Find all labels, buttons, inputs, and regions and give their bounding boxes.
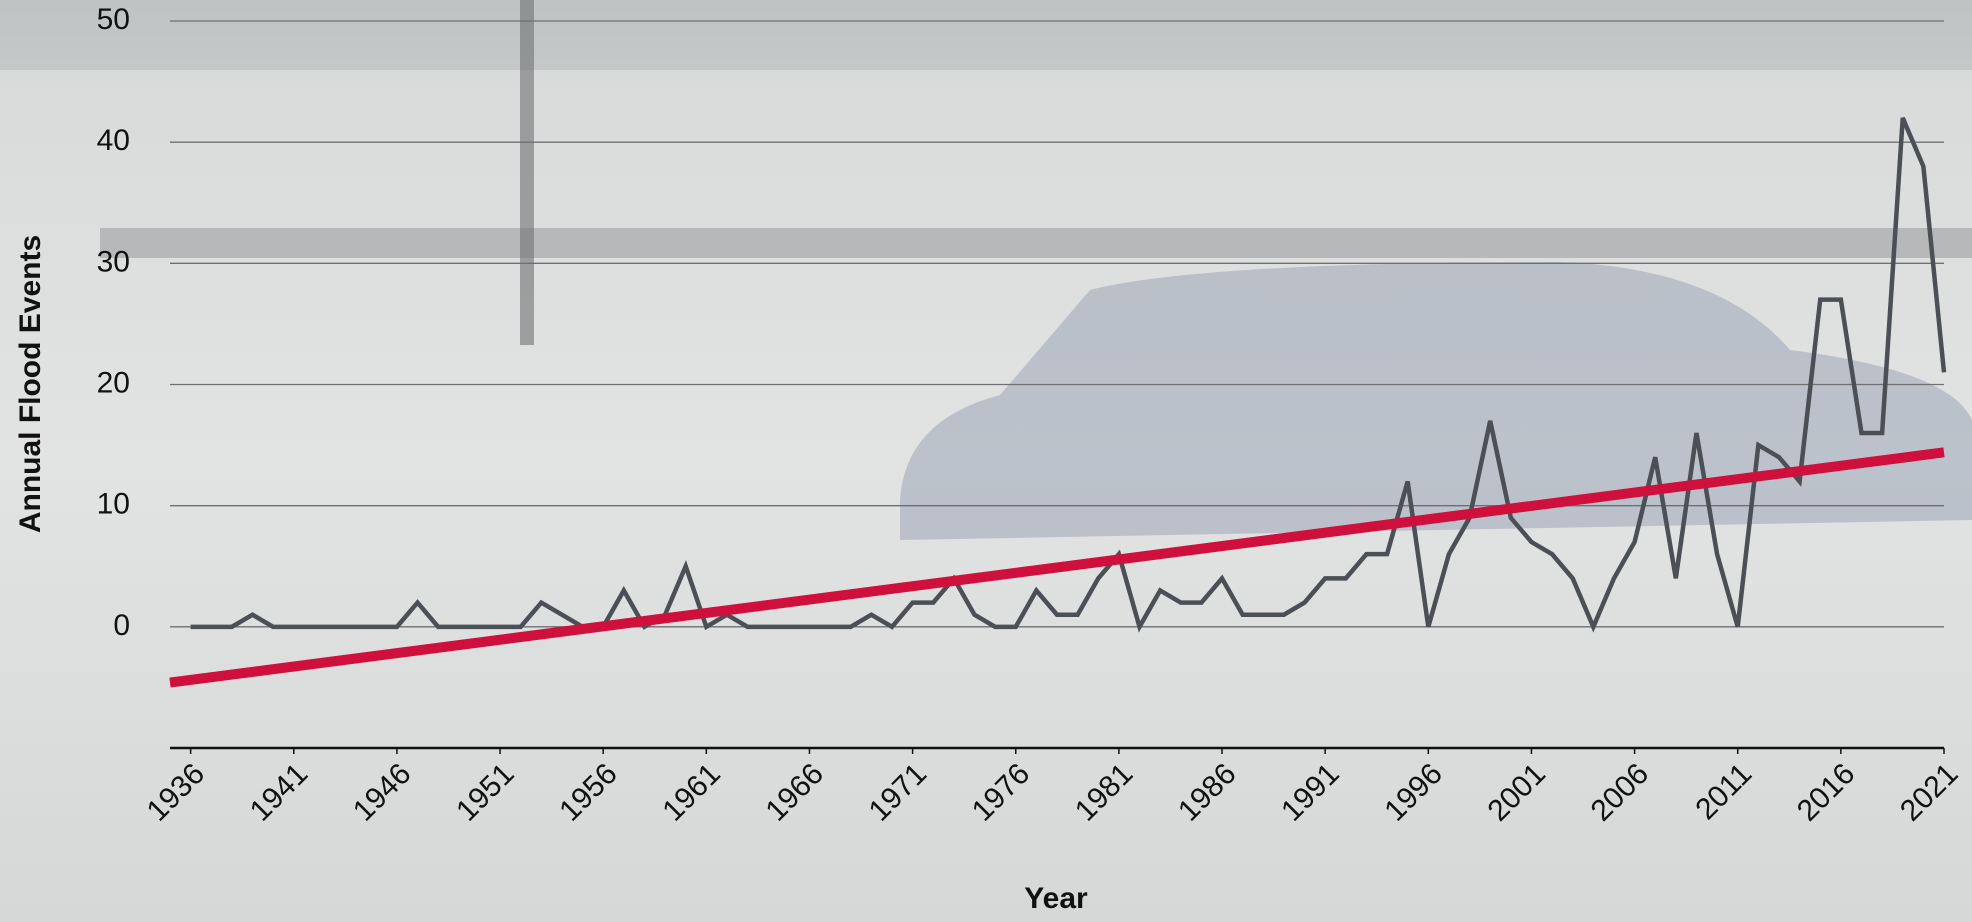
trend-line [169, 447, 1945, 688]
y-axis-title: Annual Flood Events [14, 235, 47, 533]
y-tick-label: 20 [97, 366, 130, 399]
background-pole [520, 0, 534, 345]
y-tick-label: 50 [97, 3, 130, 36]
y-tick-label: 40 [97, 124, 130, 157]
background-shore [0, 0, 1972, 70]
y-tick-label: 30 [97, 245, 130, 278]
data-line [190, 117, 1947, 633]
background-railing [100, 228, 1972, 258]
y-tick-label: 0 [113, 609, 130, 642]
y-tick-label: 10 [97, 488, 130, 521]
x-axis-title: Year [1024, 882, 1088, 915]
